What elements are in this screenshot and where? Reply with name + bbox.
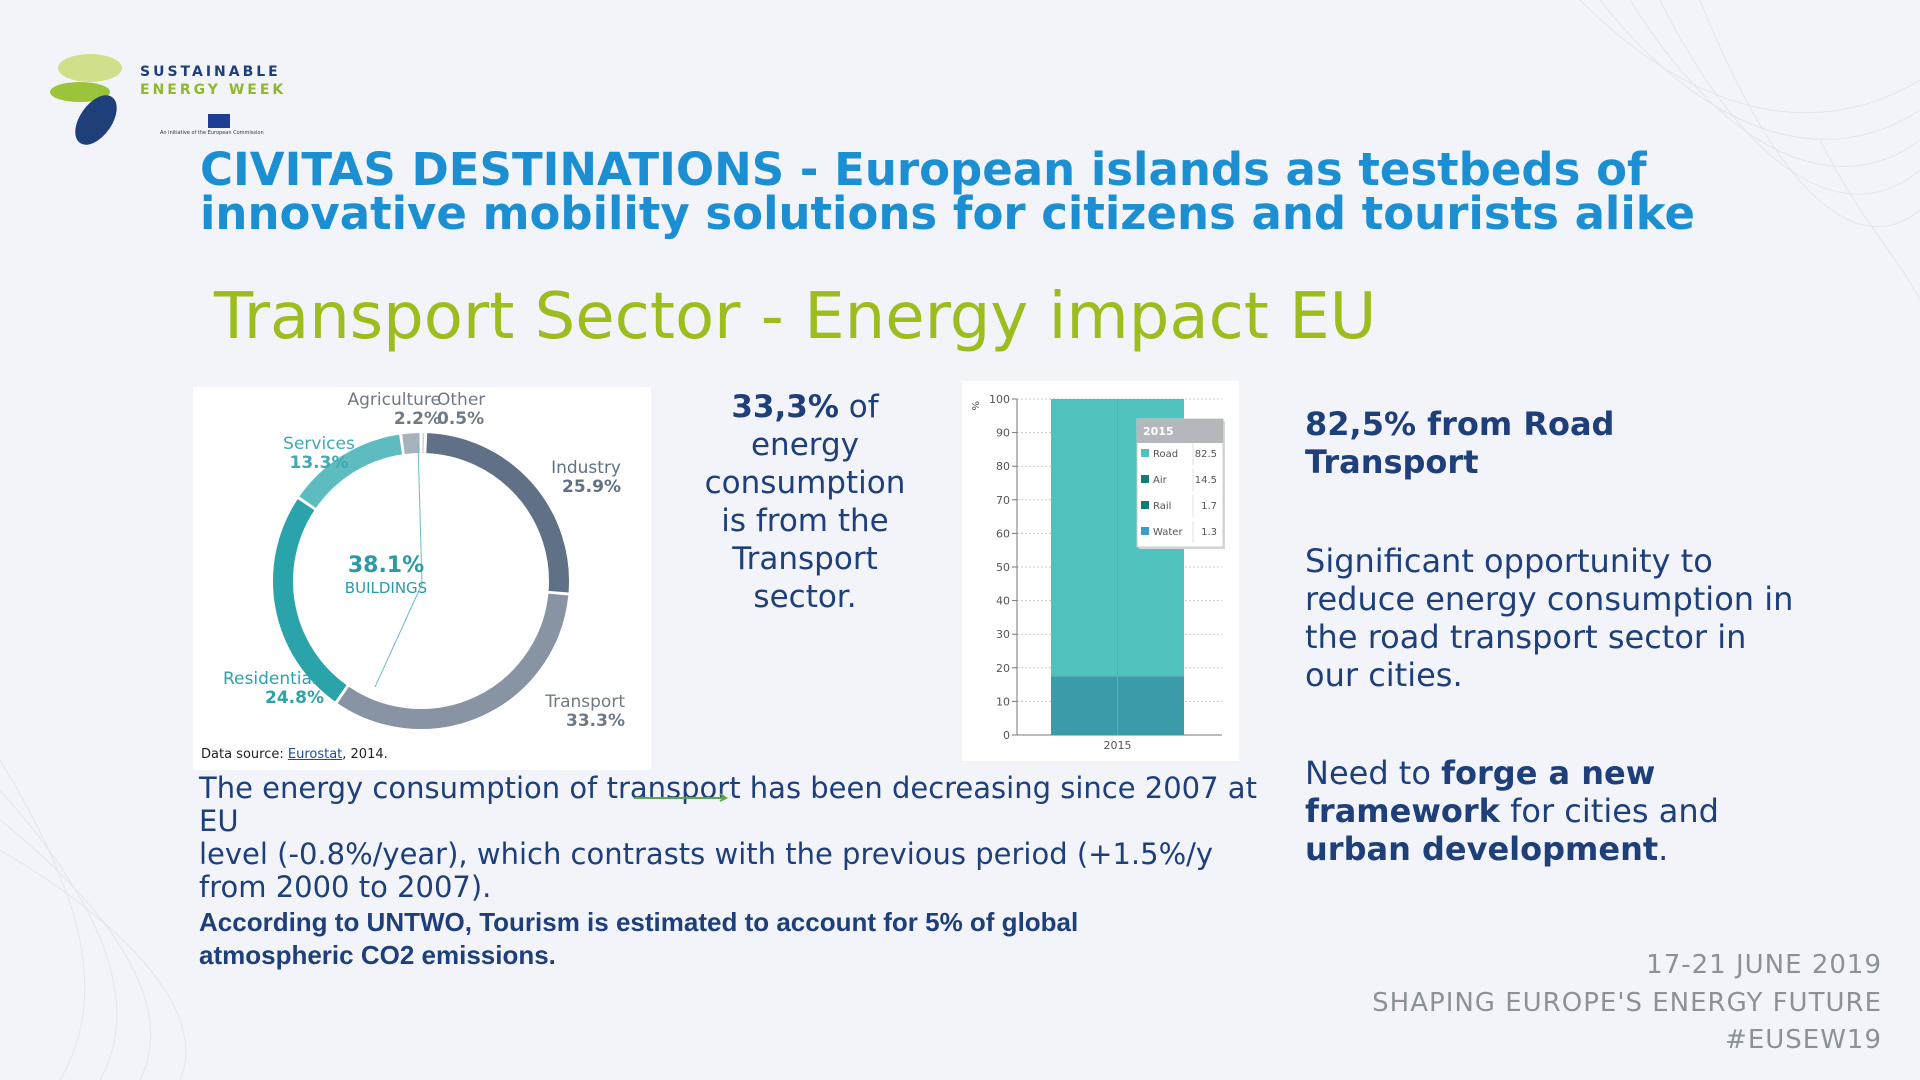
event-hashtag: #EUSEW19	[1725, 1025, 1882, 1055]
label-other: Other 0.5%	[437, 390, 486, 429]
transport-share-text: 33,3% of energy consumption is from the …	[704, 389, 906, 615]
logo-tagline: An initiative of the European Commission	[160, 130, 264, 136]
y-tick-label: 0	[1003, 729, 1010, 742]
y-tick-label: 80	[996, 460, 1010, 473]
label-transport: Transport 33.3%	[545, 692, 625, 731]
tooltip-series-water: Water	[1153, 527, 1183, 538]
donut-segment-transport	[337, 593, 569, 729]
label-agriculture: Agriculture 2.2%	[347, 390, 442, 429]
donut-center-label: BUILDINGS	[344, 579, 428, 597]
y-tick-label: 20	[996, 662, 1010, 675]
donut-segment-residential	[273, 499, 347, 702]
eurostat-link[interactable]: Eurostat	[287, 747, 343, 762]
x-category-label: 2015	[1104, 739, 1132, 752]
road-transport-heading: 82,5% from Road Transport	[1305, 405, 1615, 481]
y-tick-label: 100	[989, 393, 1010, 406]
donut-divider-line-bottom	[374, 583, 423, 688]
tooltip-series-road: Road	[1153, 449, 1178, 460]
donut-segment-agriculture	[402, 433, 420, 455]
framework-text: Need to forge a new framework for cities…	[1305, 754, 1719, 868]
sustainable-energy-week-logo: SUSTAINABLE ENERGY WEEK An initiative of…	[48, 46, 308, 146]
transport-mode-bar-chart: 0 10 20 30 40 50 60 70 80 90 100% 2015 2015 Road 82.5 A…	[962, 381, 1239, 761]
tooltip-value-air: 14.5	[1195, 475, 1217, 486]
slide-title-line2: innovative mobility solutions for citize…	[200, 187, 1696, 240]
label-industry: Industry 25.9%	[551, 458, 621, 497]
y-tick-label: 10	[996, 695, 1010, 708]
donut-divider-line-top	[417, 443, 423, 585]
tooltip-value-water: 1.3	[1201, 527, 1217, 538]
energy-donut-chart: Agriculture 2.2% Other 0.5% Services 13.3% …	[193, 387, 651, 770]
tooltip-series-rail: Rail	[1153, 501, 1171, 512]
logo-leaf-icon	[50, 54, 122, 145]
tooltip-value-road: 82.5	[1195, 449, 1217, 460]
tooltip-series-air: Air	[1153, 475, 1168, 486]
donut-segment-industry	[426, 433, 569, 593]
eu-flag-icon	[208, 114, 230, 128]
donut-center-value: 38.1%	[347, 553, 425, 578]
y-tick-label: 60	[996, 527, 1010, 540]
logo-word-energy-week: ENERGY WEEK	[140, 82, 287, 98]
event-tagline: SHAPING EUROPE'S ENERGY FUTURE	[1372, 988, 1882, 1018]
transport-share-value: 33,3%	[731, 389, 839, 425]
label-services: Services 13.3%	[283, 434, 355, 473]
tooltip-swatch-road	[1141, 449, 1149, 457]
slide-title-line1: CIVITAS DESTINATIONS - European islands …	[200, 143, 1647, 196]
bar-chart-svg: 0 10 20 30 40 50 60 70 80 90 100% 2015 2015 Road 82.5 A…	[969, 393, 1225, 752]
data-source: Data source: Eurostat, 2014.	[201, 747, 388, 762]
slide-title: CIVITAS DESTINATIONS - European islands …	[200, 143, 1760, 240]
slide-subtitle: Transport Sector - Energy impact EU	[214, 280, 1377, 354]
tooltip-value-rail: 1.7	[1201, 501, 1217, 512]
y-tick-label: 90	[996, 427, 1010, 440]
event-dates: 17-21 JUNE 2019	[1646, 950, 1882, 980]
tooltip-swatch-air	[1141, 475, 1149, 483]
y-tick-label: 70	[996, 494, 1010, 507]
tourism-emissions-note: According to UNTWO, Tourism is estimated…	[199, 907, 1079, 970]
logo-word-sustainable: SUSTAINABLE	[140, 64, 281, 80]
energy-consumption-paragraph: The energy consumption of transport has …	[199, 771, 1257, 904]
y-tick-label: 30	[996, 628, 1010, 641]
donut-svg	[273, 433, 569, 729]
label-residential: Residential 24.8%	[223, 669, 324, 708]
donut-segment-services	[299, 434, 403, 509]
tooltip-header	[1137, 419, 1223, 443]
opportunity-text: Significant opportunity to reduce energy…	[1305, 542, 1794, 694]
y-tick-label: 40	[996, 595, 1010, 608]
annotation-arrow-icon	[634, 793, 728, 802]
tooltip-swatch-water	[1141, 527, 1149, 535]
y-axis-label: %	[969, 401, 980, 411]
tooltip-title: 2015	[1143, 425, 1174, 438]
tooltip-swatch-rail	[1141, 501, 1149, 509]
y-tick-label: 50	[996, 561, 1010, 574]
